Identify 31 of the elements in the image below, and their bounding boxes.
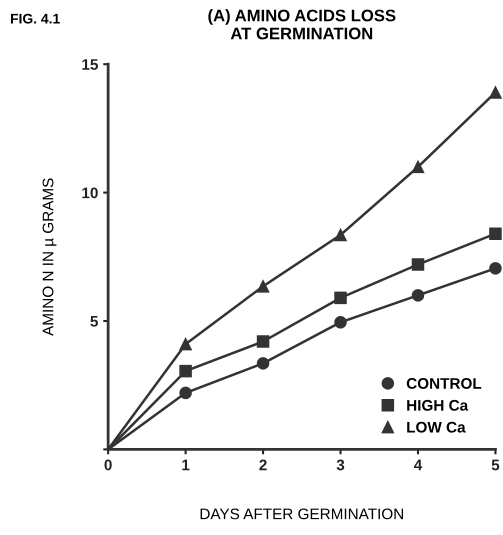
point — [179, 338, 192, 350]
point — [489, 227, 502, 240]
point — [489, 86, 502, 99]
point — [179, 364, 192, 378]
legend-label: CONTROL — [406, 378, 482, 389]
point — [334, 292, 347, 304]
x-tick-label: 1 — [182, 460, 190, 470]
y-tick-label: 10 — [82, 187, 98, 198]
legend-label: LOW Ca — [407, 422, 466, 433]
x-tick-label: 4 — [414, 460, 422, 470]
point — [334, 228, 347, 242]
point — [412, 160, 424, 174]
point — [334, 316, 347, 329]
caption: FIG. 4.1 — [10, 14, 60, 24]
point — [412, 258, 424, 271]
point — [179, 386, 192, 400]
point — [256, 280, 270, 293]
point — [256, 357, 270, 370]
x-tick-label: 3 — [336, 460, 344, 470]
chart-title: (A) AMINO ACIDS LOSS AT GERMINATION — [208, 9, 396, 40]
x-axis-title: DAYS AFTER GERMINATION — [200, 508, 403, 520]
y-tick-label: 15 — [82, 59, 98, 70]
y-axis-title: AMINO N IN µ GRAMS — [42, 178, 56, 336]
x-tick-label: 2 — [259, 460, 267, 470]
legend-label: HIGH Ca — [407, 400, 468, 411]
point — [412, 289, 424, 302]
point — [489, 262, 502, 275]
x-tick-label: 5 — [492, 460, 500, 470]
point — [256, 335, 270, 348]
y-tick-label: 5 — [90, 316, 98, 327]
x-tick-label: 0 — [104, 460, 112, 470]
